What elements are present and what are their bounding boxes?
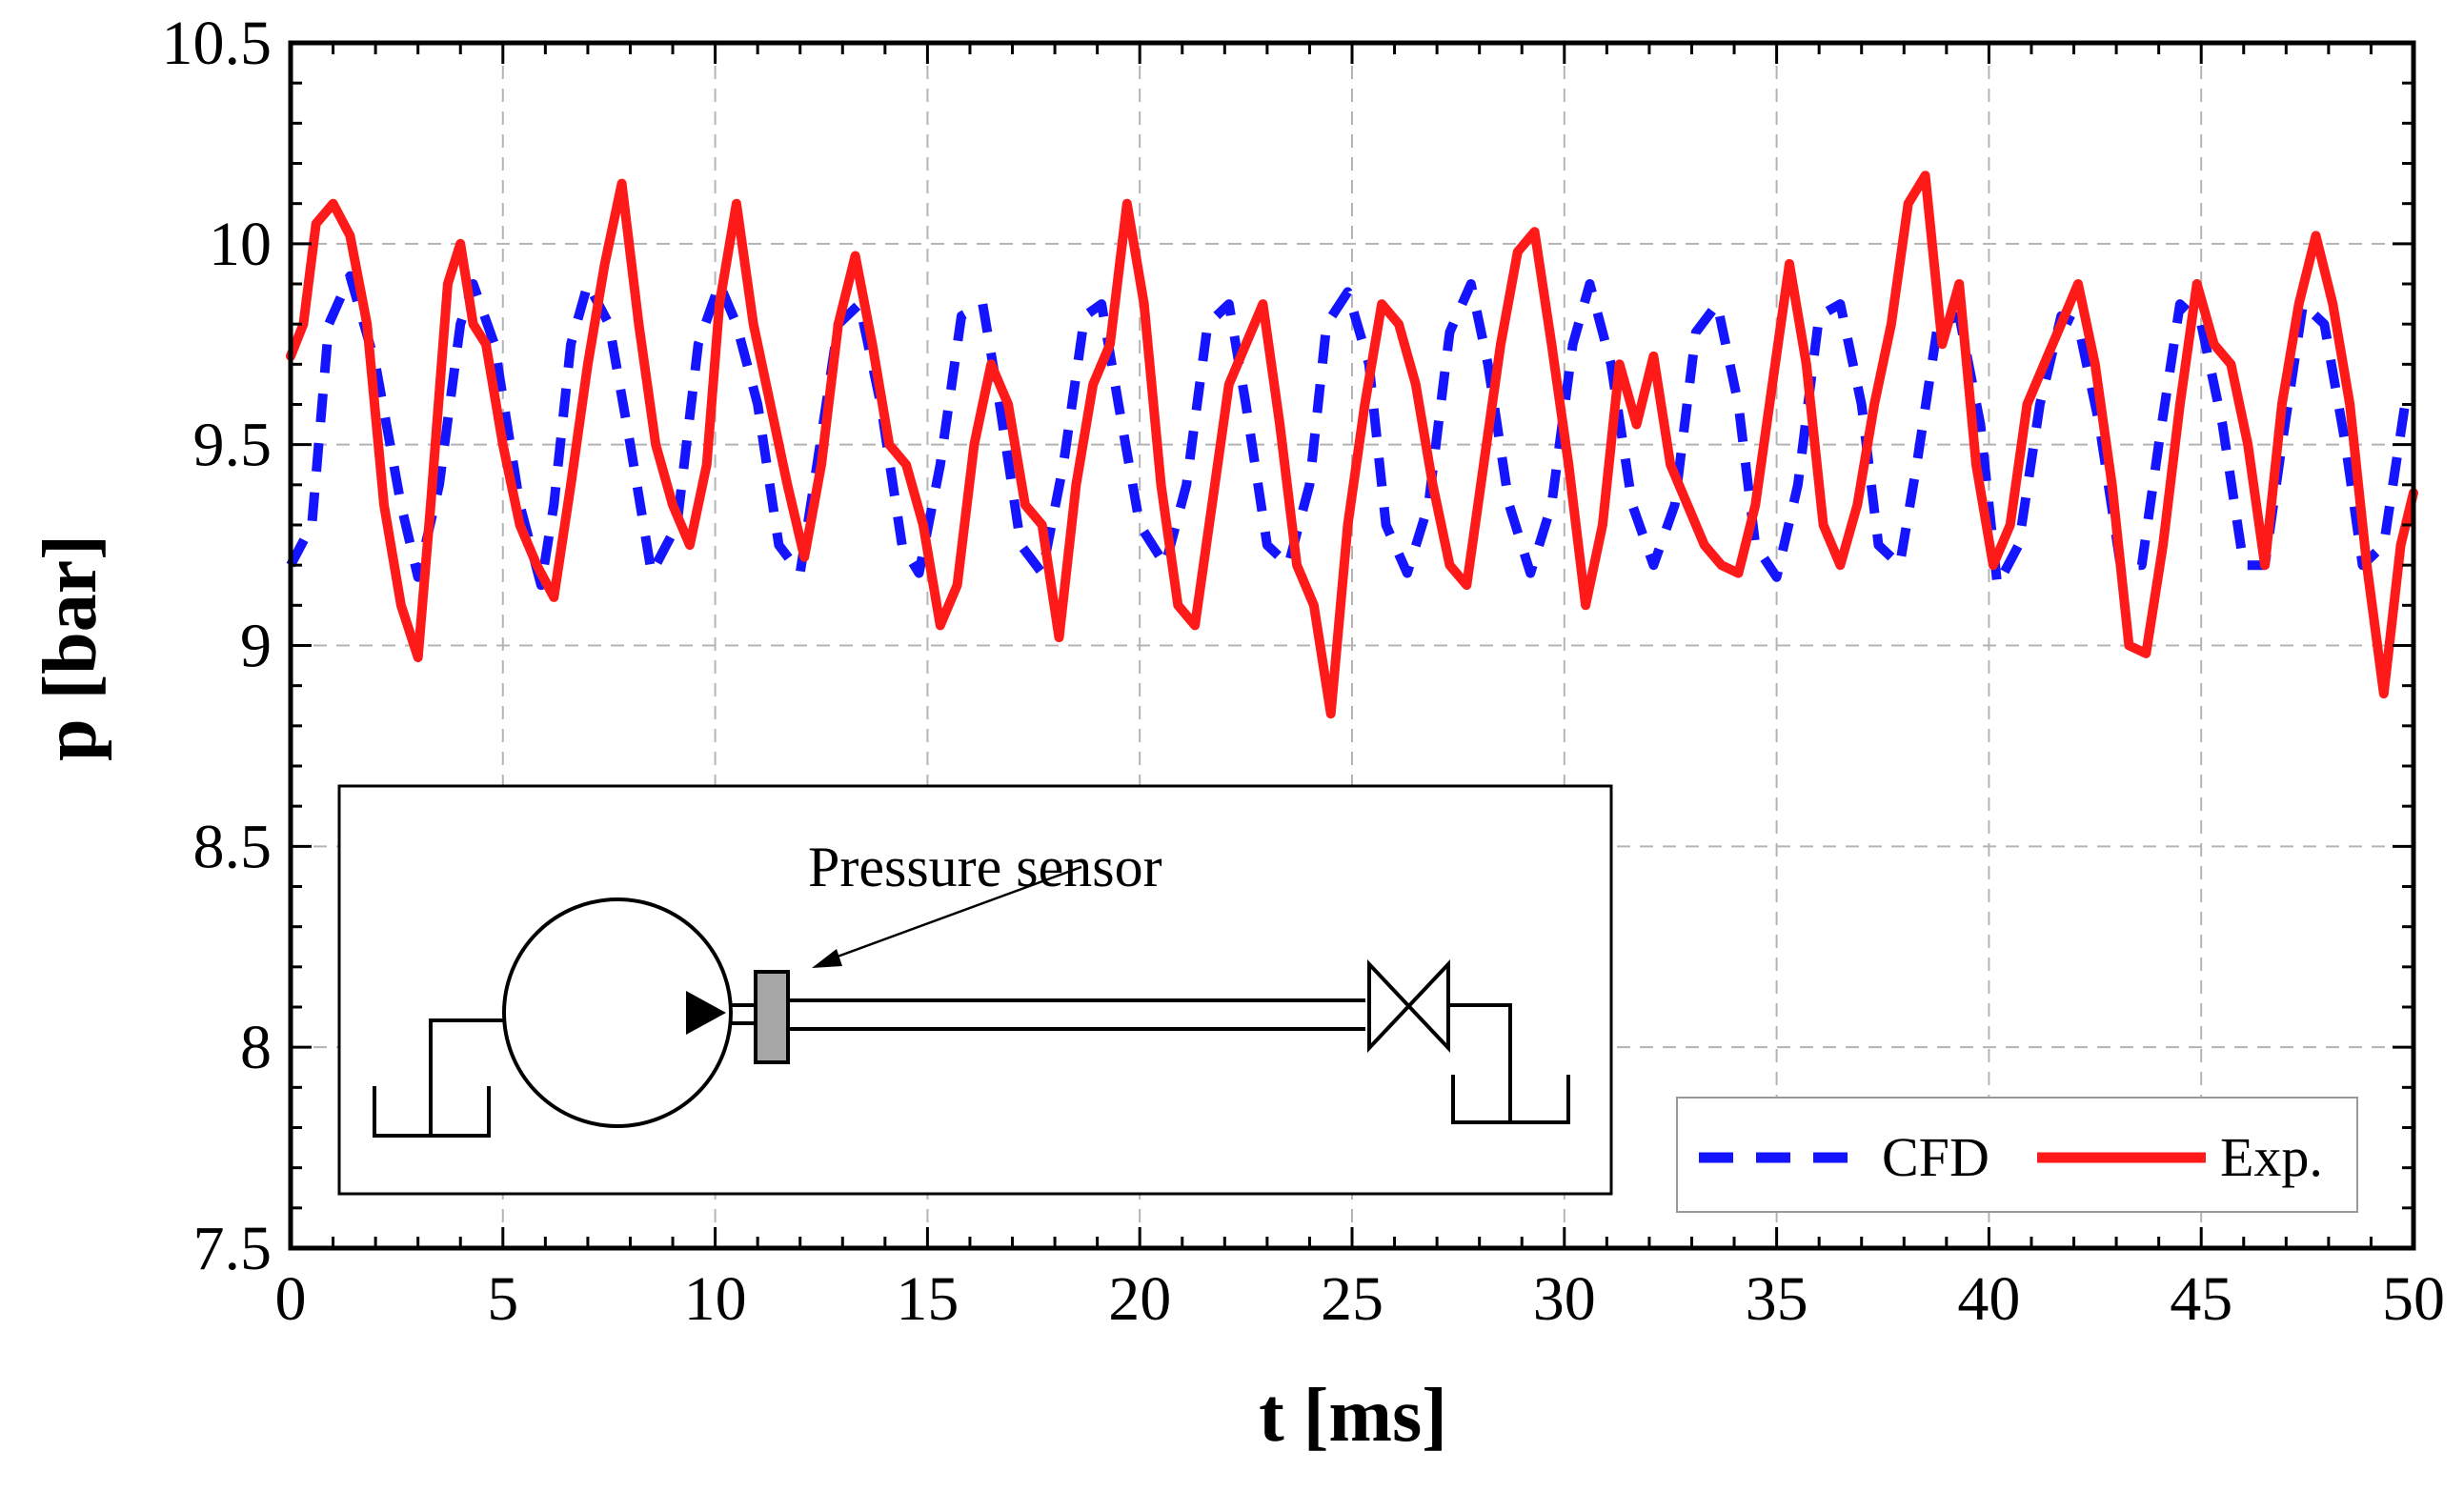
sensor-pointer-arrowhead: [812, 949, 842, 968]
y-tick-label: 7.5: [193, 1214, 273, 1283]
x-tick-label: 35: [1746, 1264, 1808, 1334]
ticks: [289, 41, 2415, 1250]
y-axis-title: p [bar]: [29, 534, 112, 761]
pipe-stub: [731, 1003, 756, 1025]
legend-label-cfd: CFD: [1882, 1126, 1989, 1188]
x-tick-label: 10: [684, 1264, 747, 1334]
y-tick-label: 10.5: [162, 9, 273, 78]
x-tick-label: 45: [2170, 1264, 2232, 1334]
y-tick-label: 8: [240, 1013, 272, 1082]
x-tick-label: 5: [487, 1264, 518, 1334]
pump-icon: [502, 897, 733, 1128]
return-line: [1448, 1003, 1512, 1122]
x-tick-label: 25: [1321, 1264, 1383, 1334]
series-line-cfd: [286, 271, 2417, 591]
x-tick-label: 40: [1957, 1264, 2020, 1334]
x-tick-label: 0: [275, 1264, 307, 1334]
x-tick-label: 50: [2382, 1264, 2445, 1334]
pressure-sensor-icon: [754, 970, 790, 1064]
y-tick-label: 10: [209, 210, 272, 279]
x-tick-label: 30: [1533, 1264, 1596, 1334]
inset-sensor-label: Pressure sensor: [808, 836, 1162, 898]
series-line-exp: [286, 171, 2418, 719]
sensor-pointer-line: [826, 865, 1082, 962]
valve-icon: [1367, 958, 1450, 1054]
tick-labels: 0 5 10 15 20 25 30 35 40 45 50 7.5 8 8.5 9 9.5 10 10.5: [162, 9, 2446, 1334]
series-layer: [286, 171, 2418, 719]
y-tick-label: 8.5: [193, 812, 273, 881]
y-tick-label: 9.5: [193, 411, 273, 480]
suction-line: [429, 1018, 507, 1136]
legend-label-exp: Exp.: [2220, 1126, 2323, 1188]
y-tick-label: 9: [240, 612, 272, 681]
pump-direction-icon: [686, 991, 726, 1035]
x-tick-label: 20: [1108, 1264, 1171, 1334]
x-tick-label: 15: [896, 1264, 959, 1334]
x-axis-title: t [ms]: [1259, 1374, 1447, 1458]
inset-schematic: Pressure sensor: [337, 784, 1613, 1196]
pipe-line: [789, 998, 1365, 1031]
tank-right-icon: [1451, 1075, 1570, 1124]
legend: CFD Exp.: [1676, 1097, 2358, 1213]
